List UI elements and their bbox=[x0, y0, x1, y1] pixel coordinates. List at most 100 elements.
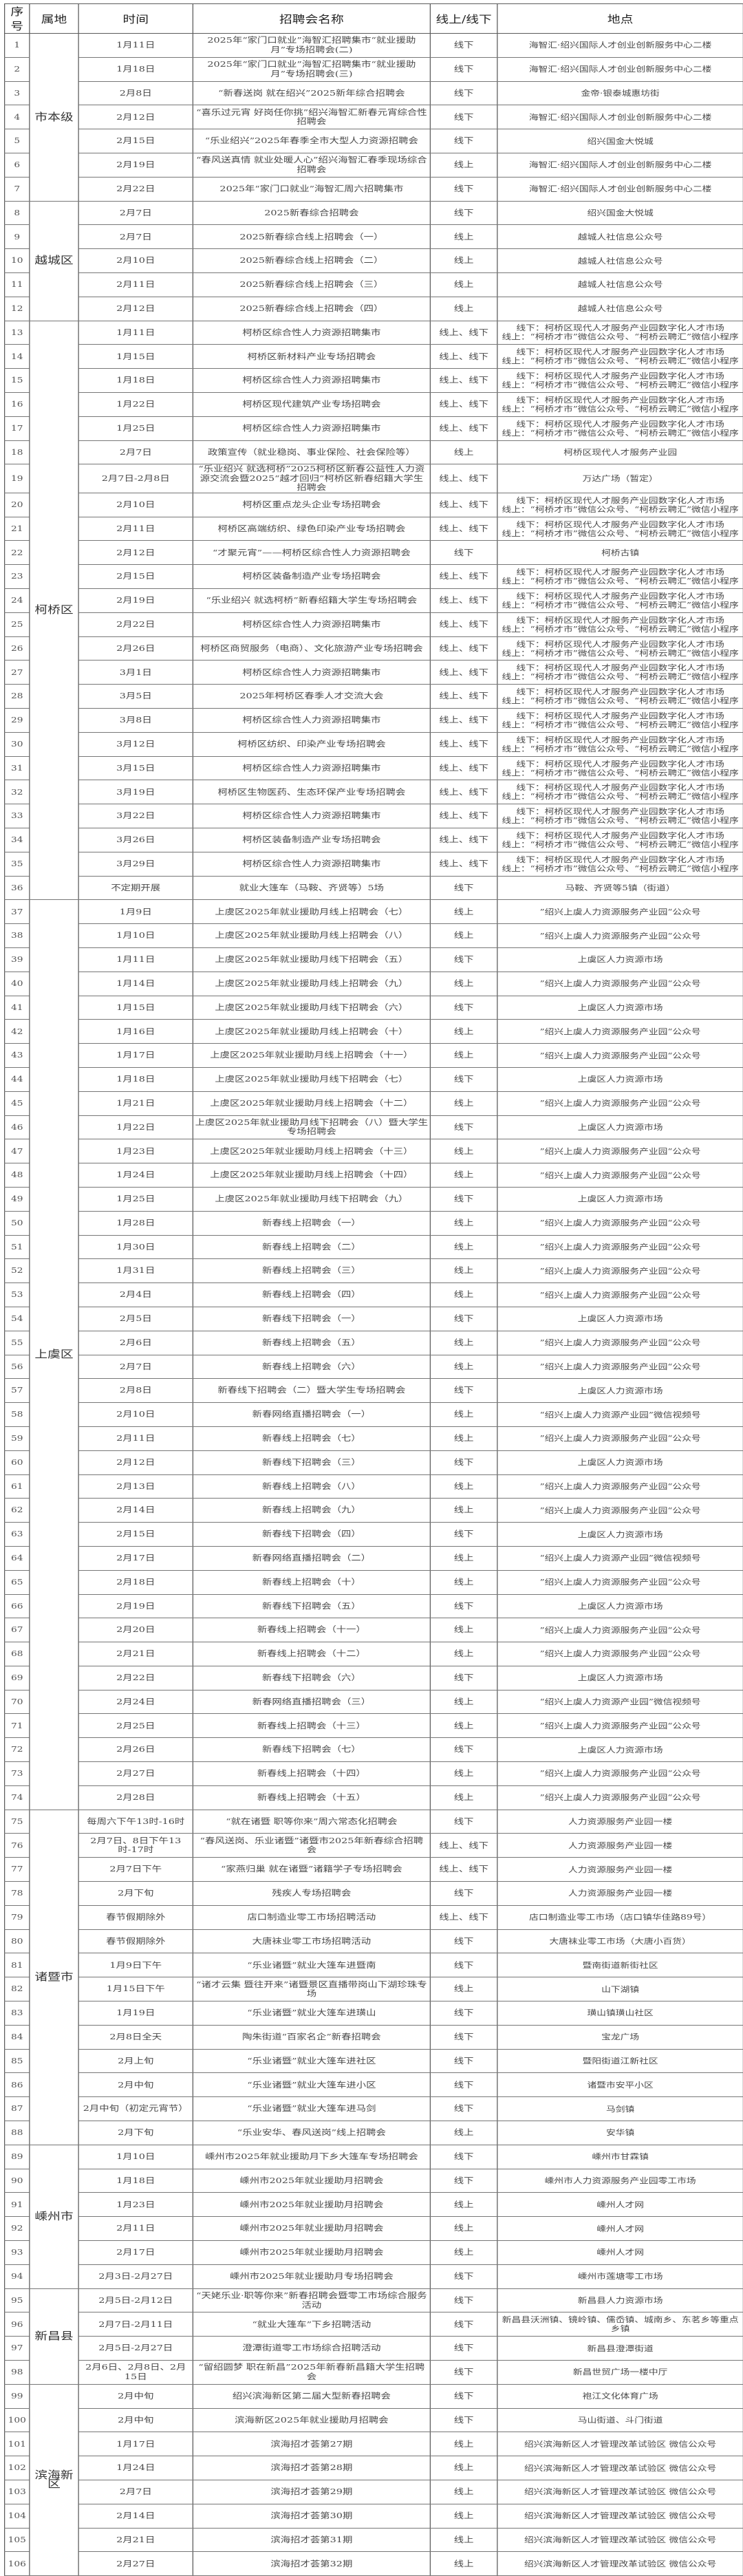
cell-name: 新春线上招聘会（八） bbox=[192, 1474, 431, 1499]
cell-time: 2月12日 bbox=[78, 105, 193, 130]
cell-place: ”绍兴上虞人力资源服务产业园“公众号 bbox=[497, 1498, 743, 1523]
cell-mode: 线上、线下 bbox=[429, 344, 498, 369]
table-row: 79 春节假期除外 店口制造业零工市场招聘活动 线上、线下 店口制造业零工市场（店口镇华… bbox=[4, 1904, 743, 1930]
cell-name: 柯桥区商贸服务（电商）、文化旅游产业专场招聘会 bbox=[192, 636, 431, 661]
cell-seq: 94 bbox=[4, 2264, 30, 2289]
cell-time: 2月10日 bbox=[78, 492, 193, 517]
table-row: 20 2月10日 柯桥区重点龙头企业专场招聘会 线上、线下 线下：柯桥区现代人才服务产业… bbox=[4, 492, 743, 517]
table-row: 46 1月22日 上虞区2025年就业援助月线下招聘会（八）暨大学生专场招聘会 线下上… bbox=[4, 1115, 743, 1140]
cell-seq: 68 bbox=[4, 1642, 30, 1666]
table-row: 1 市本级 1月11日 2025年“家门口就业”海智汇招聘集市“就业援助月”专场招聘会… bbox=[4, 33, 743, 202]
header-seq: 序号 bbox=[4, 3, 30, 34]
cell-name: “乐业绍兴 就选柯桥”2025柯桥区新春公益性人力资源交流会暨2025“越才回归… bbox=[192, 464, 431, 493]
cell-time: 2月中旬 bbox=[78, 2407, 193, 2433]
cell-seq: 37 bbox=[4, 899, 30, 925]
cell-place: 柯桥区现代人才服务产业园 bbox=[497, 440, 743, 465]
cell-mode: 线上 bbox=[429, 1163, 498, 1188]
cell-time: 2月22日 bbox=[78, 176, 193, 202]
cell-seq: 105 bbox=[4, 2527, 30, 2553]
cell-name: 店口制造业零工市场招聘活动 bbox=[192, 1904, 431, 1930]
cell-region: 诸暨市 bbox=[29, 1809, 79, 2145]
cell-seq: 89 bbox=[4, 2144, 30, 2169]
cell-place: 线下：柯桥区现代人才服务产业园数字化人才市场 线上：“柯桥才市”微信公众号、“柯… bbox=[497, 731, 743, 757]
cell-name: 柯桥区生物医药、生态环保产业专场招聘会 bbox=[192, 780, 431, 805]
table-row: 73 2月27日 新春线上招聘会（十四） 线上 ”绍兴上虞人力资源服务产业园“公众号 bbox=[4, 1761, 743, 1786]
cell-mode: 线下 bbox=[429, 2288, 498, 2313]
cell-name: 上虞区2025年就业援助月线下招聘会（六） bbox=[192, 995, 431, 1020]
cell-name: “天姥乐业·职等你来”新春招聘会暨零工市场综合服务活动 bbox=[192, 2288, 431, 2313]
cell-time: 2月下旬 bbox=[78, 1881, 193, 1906]
table-row: 22 2月12日 “才聚元宵”——柯桥区综合性人力资源招聘会 线下 柯桥古镇 bbox=[4, 540, 743, 566]
cell-seq: 101 bbox=[4, 2432, 30, 2457]
cell-name: “就业大篷车”下乡招聘活动 bbox=[192, 2312, 431, 2337]
cell-place: ”绍兴上虞人力资源服务产业园“公众号 bbox=[497, 1569, 743, 1595]
cell-time: 2月6日、2月8日、2月15日 bbox=[78, 2360, 193, 2385]
cell-name: 残疾人专场招聘会 bbox=[192, 1881, 431, 1906]
cell-place: ”绍兴上虞人力资源服务产业园“公众号 bbox=[497, 1043, 743, 1068]
cell-mode: 线上 bbox=[429, 2503, 498, 2529]
cell-time: 3月26日 bbox=[78, 828, 193, 852]
cell-name: 柯桥区综合性人力资源招聘集市 bbox=[192, 804, 431, 828]
cell-time: 2月11日 bbox=[78, 516, 193, 541]
cell-name: 新春线上招聘会（一） bbox=[192, 1210, 431, 1236]
cell-mode: 线下 bbox=[429, 1809, 498, 1834]
cell-name: 柯桥区综合性人力资源招聘集市 bbox=[192, 851, 431, 877]
cell-time: 1月10日 bbox=[78, 2144, 193, 2169]
cell-seq: 52 bbox=[4, 1258, 30, 1284]
cell-place: 绍兴滨海新区人才管理改革试验区 微信公众号 bbox=[497, 2551, 743, 2576]
cell-name: 柯桥区综合性人力资源招聘集市 bbox=[192, 368, 431, 393]
cell-time: 1月25日 bbox=[78, 416, 193, 441]
cell-place: 上虞区人力资源市场 bbox=[497, 1186, 743, 1212]
cell-time: 1月18日 bbox=[78, 56, 193, 82]
cell-mode: 线上 bbox=[429, 1234, 498, 1260]
table-row: 87 2月中旬（初定元宵节） “乐业诸暨”就业大篷车进马剑 线下 马剑镇 bbox=[4, 2096, 743, 2122]
job-fair-schedule: 序号 属地 时间 招聘会名称 线上/线下 地点 1 市本级 1月11日 2025年“家… bbox=[4, 3, 743, 2576]
cell-seq: 48 bbox=[4, 1163, 30, 1188]
cell-seq: 26 bbox=[4, 636, 30, 661]
cell-mode: 线下 bbox=[429, 947, 498, 972]
table-row: 52 1月31日 新春线上招聘会（三） 线上 ”绍兴上虞人力资源服务产业园“公众号 bbox=[4, 1258, 743, 1284]
cell-time: 2月10日 bbox=[78, 248, 193, 273]
cell-time: 春节假期除外 bbox=[78, 1904, 193, 1930]
table-row: 32 3月19日 柯桥区生物医药、生态环保产业专场招聘会 线上、线下 线下：柯桥区现代人… bbox=[4, 780, 743, 805]
cell-mode: 线下 bbox=[429, 1737, 498, 1763]
table-row: 95 新昌县 2月5日-2月12日 “天姥乐业·职等你来”新春招聘会暨零工市场综合服务… bbox=[4, 2288, 743, 2385]
cell-seq: 75 bbox=[4, 1809, 30, 1834]
cell-name: 上虞区2025年就业援助月线下招聘会（七） bbox=[192, 1066, 431, 1092]
table-row: 19 2月7日-2月8日 “乐业绍兴 就选柯桥”2025柯桥区新春公益性人力资源交流… bbox=[4, 464, 743, 493]
cell-time: 2月5日 bbox=[78, 1306, 193, 1331]
cell-seq: 44 bbox=[4, 1066, 30, 1092]
cell-place: 海智汇·绍兴国际人才创业创新服务中心二楼 bbox=[497, 56, 743, 82]
table-row: 24 2月19日 “乐业绍兴 就选柯桥”新春绍籍大学生专场招聘会 线上、线下 线下：柯桥… bbox=[4, 588, 743, 613]
cell-name: 新春线上招聘会（十二） bbox=[192, 1642, 431, 1666]
cell-time: 2月24日 bbox=[78, 1689, 193, 1715]
cell-name: 政策宣传（就业稳岗、事业保险、社会保险等） bbox=[192, 440, 431, 465]
cell-seq: 36 bbox=[4, 875, 30, 901]
table-row: 26 2月26日 柯桥区商贸服务（电商）、文化旅游产业专场招聘会 线上、线下 线下：柯桥… bbox=[4, 636, 743, 661]
cell-place: ”绍兴上虞人力资源服务产业园“公众号 bbox=[497, 1474, 743, 1499]
cell-place: 越城人社信息公众号 bbox=[497, 248, 743, 273]
cell-place: ”绍兴上虞人力资源服务产业园“公众号 bbox=[497, 1234, 743, 1260]
cell-mode: 线上 bbox=[429, 1330, 498, 1355]
cell-time: 1月21日 bbox=[78, 1091, 193, 1116]
cell-seq: 8 bbox=[4, 200, 30, 226]
cell-mode: 线上、线下 bbox=[429, 1857, 498, 1882]
cell-place: 诸暨市安平小区 bbox=[497, 2072, 743, 2098]
cell-mode: 线上 bbox=[429, 1354, 498, 1380]
table-row: 85 2月上旬 “乐业诸暨”就业大篷车进社区 线下 暨阳街道江新社区 bbox=[4, 2048, 743, 2074]
cell-name: 澄潭街道零工市场综合招聘活动 bbox=[192, 2336, 431, 2361]
cell-name: 上虞区2025年就业援助月线上招聘会（八） bbox=[192, 923, 431, 948]
cell-seq: 95 bbox=[4, 2288, 30, 2313]
cell-name: 柯桥区装备制造产业专场招聘会 bbox=[192, 828, 431, 852]
cell-seq: 45 bbox=[4, 1091, 30, 1116]
table-row: 68 2月21日 新春线上招聘会（十二） 线上 ”绍兴上虞人力资源服务产业园“公众号 bbox=[4, 1642, 743, 1666]
cell-seq: 28 bbox=[4, 684, 30, 709]
cell-time: 2月7日下午 bbox=[78, 1857, 193, 1882]
cell-time: 1月17日 bbox=[78, 2432, 193, 2457]
cell-name: 新春线下招聘会（二）暨大学生专场招聘会 bbox=[192, 1378, 431, 1404]
table-row: 63 2月15日 新春线下招聘会（四） 线下 上虞区人力资源市场 bbox=[4, 1522, 743, 1547]
cell-place: 马剑镇 bbox=[497, 2096, 743, 2122]
cell-name: 陶朱街道“百家名企”新春招聘会 bbox=[192, 2024, 431, 2050]
cell-seq: 6 bbox=[4, 152, 30, 178]
cell-seq: 82 bbox=[4, 1977, 30, 2002]
